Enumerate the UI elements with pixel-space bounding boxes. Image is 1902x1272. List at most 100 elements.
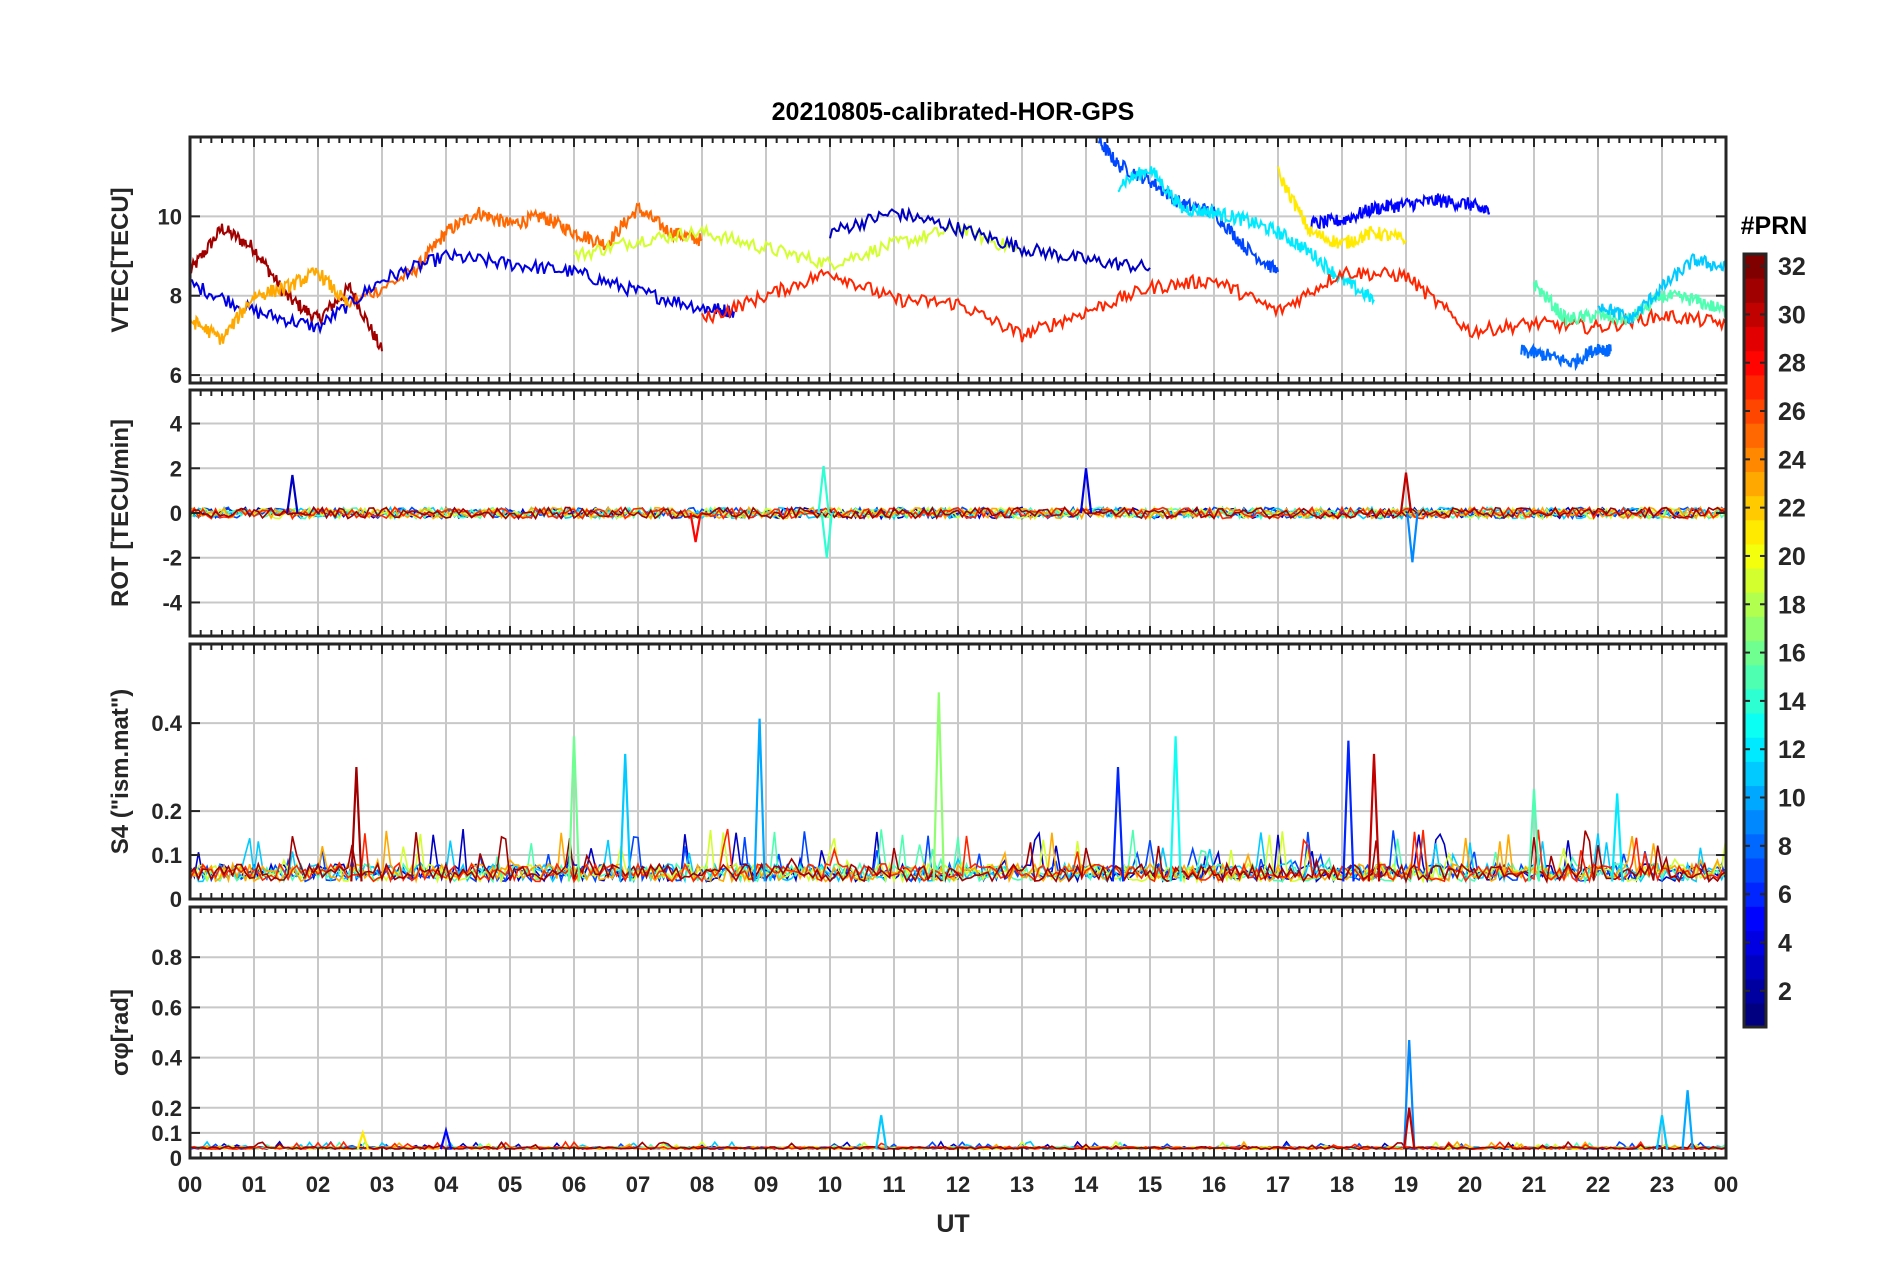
colorbar-segment <box>1744 326 1766 352</box>
peak-prn-3 <box>286 474 299 514</box>
series-group <box>190 465 1726 563</box>
peak-prn-15 <box>1527 789 1541 882</box>
y-tick-label: 8 <box>170 284 182 309</box>
colorbar-tick-label: 4 <box>1778 929 1792 957</box>
colorbar-segment <box>1744 857 1766 883</box>
peak-prn-9 <box>1406 512 1419 563</box>
x-tick-label: 23 <box>1650 1172 1674 1197</box>
noise-prn-27 <box>190 505 1726 521</box>
colorbar-segment <box>1744 254 1766 279</box>
series-prn-11 <box>1597 253 1726 325</box>
colorbar-frame <box>1742 252 1768 1029</box>
y-tick-label: 0.2 <box>151 1096 182 1121</box>
colorbar-segment <box>1744 592 1766 617</box>
peak-prn-11 <box>875 1115 888 1150</box>
series-prn-21 <box>1277 166 1407 250</box>
peak-prn-17 <box>932 692 945 882</box>
series-prn-25 <box>349 202 703 308</box>
colorbar-tick-label: 20 <box>1778 543 1806 571</box>
colorbar-tick-label: 6 <box>1778 881 1792 909</box>
peak-prn-9 <box>1403 1039 1416 1150</box>
series-prn-4 <box>190 247 735 335</box>
x-tick-label: 13 <box>1010 1172 1034 1197</box>
x-tick-label: 17 <box>1266 1172 1290 1197</box>
colorbar-segment <box>1744 350 1766 376</box>
colorbar-segment <box>1744 785 1766 811</box>
y-axis-label: S4 ("ism.mat") <box>107 689 134 854</box>
x-tick-label: 07 <box>626 1172 650 1197</box>
series-prn-27 <box>701 265 1726 343</box>
colorbar-segment <box>1744 712 1766 738</box>
colorbar-segment <box>1744 398 1766 424</box>
colorbar-segment <box>1744 1002 1766 1028</box>
x-tick-label: 02 <box>306 1172 330 1197</box>
colorbar-segment <box>1744 423 1766 448</box>
peak-prn-30 <box>1403 1107 1416 1150</box>
colorbar-segment <box>1744 447 1766 473</box>
colorbar-tick-label: 24 <box>1778 446 1806 474</box>
x-tick-label: 19 <box>1394 1172 1418 1197</box>
y-tick-label: 0.4 <box>151 711 182 736</box>
colorbar-segment <box>1744 616 1766 642</box>
peak-prn-6 <box>1111 767 1125 882</box>
x-tick-label: 15 <box>1138 1172 1162 1197</box>
y-tick-label: 0.6 <box>151 995 182 1020</box>
colorbar-segment <box>1744 543 1766 569</box>
peak-prn-4 <box>1079 468 1093 514</box>
colorbar-segment <box>1744 495 1766 521</box>
series-prn-31 <box>190 223 383 352</box>
colorbar-segment <box>1744 374 1766 400</box>
panel-vtec: 6 8 10 VTEC[TECU] <box>107 135 1728 388</box>
peak-prn-14 <box>817 465 830 514</box>
peak-prn-11 <box>1655 1115 1669 1150</box>
peak-prn-12 <box>1611 793 1624 882</box>
peak-prn-21 <box>356 1129 369 1150</box>
colorbar-segment <box>1744 882 1766 907</box>
panel-sigma_phi: 00.10.2 0.4 0.6 0.8 σφ[rad] <box>107 905 1728 1171</box>
y-tick-label: 0 <box>170 501 182 526</box>
x-tick-label: 21 <box>1522 1172 1546 1197</box>
y-axis-label: VTEC[TECU] <box>107 187 134 332</box>
colorbar-segment <box>1744 954 1766 980</box>
x-tick-label: 14 <box>1074 1172 1099 1197</box>
noise-prn-31 <box>190 505 1726 521</box>
x-tick-label: 08 <box>690 1172 714 1197</box>
colorbar-segment <box>1744 906 1766 931</box>
x-axis-label: UT <box>936 1210 969 1238</box>
x-tick-label: 12 <box>946 1172 970 1197</box>
y-tick-label: 4 <box>170 412 183 437</box>
x-tick-label: 20 <box>1458 1172 1482 1197</box>
x-tick-label: 11 <box>882 1172 905 1197</box>
y-tick-label: 6 <box>170 363 182 388</box>
colorbar-segment <box>1744 471 1766 497</box>
x-tick-label: 00 <box>178 1172 202 1197</box>
y-tick-label: 0.1 <box>151 1121 182 1146</box>
peak-prn-13 <box>1169 736 1182 882</box>
peak-prn-10 <box>1681 1090 1694 1150</box>
y-tick-label: 0 <box>170 887 182 912</box>
colorbar-label: #PRN <box>1741 212 1808 240</box>
colorbar-tick-label: 12 <box>1778 736 1806 764</box>
colorbar-segment <box>1744 930 1766 956</box>
series-prn-23 <box>190 267 351 345</box>
panel-s4: 0 0.1 0.2 0.4 S4 ("ism.mat") <box>107 642 1728 912</box>
colorbar-segment <box>1744 737 1766 762</box>
colorbar-segment <box>1744 568 1766 593</box>
y-tick-label: 0.2 <box>151 799 182 824</box>
peak-prn-10 <box>753 718 766 882</box>
colorbar-segment <box>1744 278 1766 303</box>
colorbar-tick-label: 28 <box>1778 350 1806 378</box>
colorbar-segment <box>1744 519 1766 545</box>
series-prn-7 <box>1097 137 1279 274</box>
figure-title: 20210805-calibrated-HOR-GPS <box>772 98 1135 126</box>
colorbar-tick-label: 2 <box>1778 978 1792 1006</box>
series-group <box>190 692 1726 885</box>
colorbar-segment <box>1744 640 1766 666</box>
series-prn-5 <box>1309 193 1491 234</box>
y-axis-label: σφ[rad] <box>107 989 134 1076</box>
peak-prn-30 <box>1367 753 1381 882</box>
y-tick-label: -2 <box>162 546 182 571</box>
x-tick-label: 09 <box>754 1172 778 1197</box>
